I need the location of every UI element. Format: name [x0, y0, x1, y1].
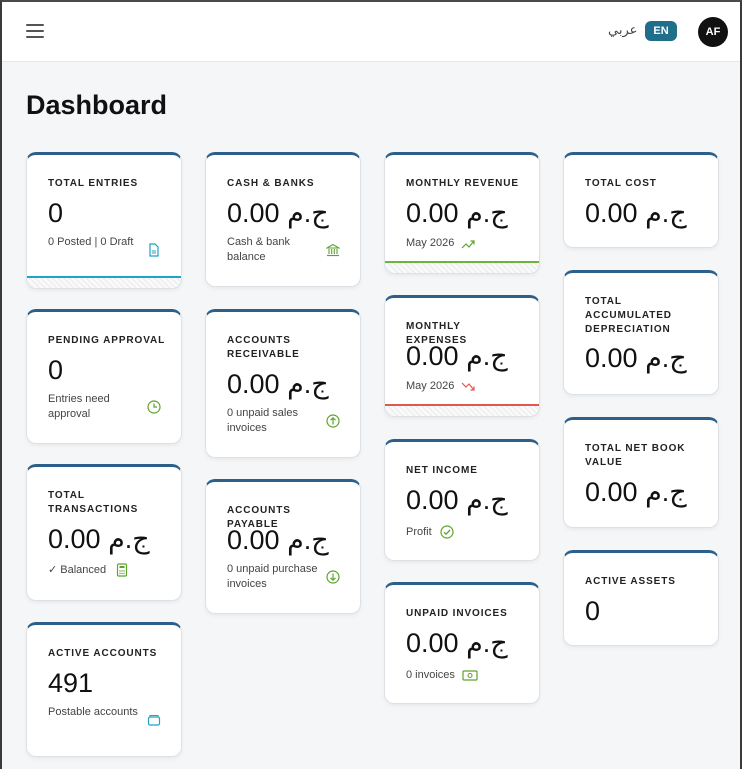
menu-icon[interactable]	[26, 24, 44, 38]
card-label: TOTAL COST	[585, 178, 657, 189]
card-value: 0	[585, 596, 601, 626]
card-label: MONTHLY REVENUE	[406, 178, 519, 189]
card-label: TOTAL ACCUMULATED DEPRECIATION	[585, 296, 672, 335]
cash-icon	[462, 670, 478, 681]
unpaid-invoices-card[interactable]: UNPAID INVOICES 0.00 ج.م 0 invoices	[384, 582, 540, 704]
card-value: 0	[48, 355, 64, 385]
card-label: TOTAL NET BOOK VALUE	[585, 443, 686, 468]
folder-icon	[147, 715, 161, 726]
total-transactions-card[interactable]: TOTAL TRANSACTIONS 0.00 ج.م ✓ Balanced	[26, 464, 182, 601]
top-bar: عربي EN AF	[2, 2, 740, 62]
card-label: PENDING APPROVAL	[48, 335, 166, 346]
card-value: 0.00 ج.م	[585, 198, 687, 228]
language-arabic-link[interactable]: عربي	[608, 22, 638, 37]
accounts-payable-card[interactable]: ACCOUNTS PAYABLE 0.00 ج.م 0 unpaid purch…	[205, 479, 361, 614]
card-label: TOTAL ENTRIES	[48, 178, 139, 189]
monthly-expenses-card[interactable]: MONTHLY EXPENSES 0.00 ج.م May 2026	[384, 295, 540, 417]
card-label: TOTAL TRANSACTIONS	[48, 490, 139, 515]
trend-up-icon	[461, 240, 475, 249]
document-icon	[149, 243, 159, 257]
card-subtext: 0 unpaid purchase invoices	[227, 563, 318, 590]
card-subtext: 0 invoices	[406, 669, 455, 681]
card-value: 0	[48, 198, 64, 228]
card-subtext: ✓ Balanced	[48, 564, 107, 576]
arrow-down-circle-icon	[326, 570, 340, 584]
card-subtext: 0 unpaid sales invoices	[227, 407, 298, 434]
clock-icon	[147, 400, 161, 414]
card-value: 0.00 ج.م	[585, 477, 687, 507]
calculator-icon	[116, 563, 128, 577]
card-label: ACCOUNTS RECEIVABLE	[227, 335, 300, 360]
bank-icon	[326, 243, 340, 257]
monthly-revenue-card[interactable]: MONTHLY REVENUE 0.00 ج.م May 2026	[384, 152, 540, 274]
card-subtext: May 2026	[406, 237, 455, 249]
card-subtext: Profit	[406, 526, 432, 538]
card-value: 0.00 ج.م	[406, 628, 508, 658]
net-income-card[interactable]: NET INCOME 0.00 ج.م Profit	[384, 439, 540, 561]
card-label: UNPAID INVOICES	[406, 608, 508, 619]
arrow-up-circle-icon	[326, 414, 340, 428]
total-net-book-value-card[interactable]: TOTAL NET BOOK VALUE 0.00 ج.م	[563, 417, 719, 528]
card-label: ACTIVE ACCOUNTS	[48, 648, 158, 659]
pending-approval-card[interactable]: PENDING APPROVAL 0 Entries need approval	[26, 309, 182, 444]
card-value: 0.00 ج.م	[406, 198, 508, 228]
card-label: ACCOUNTS PAYABLE	[227, 505, 291, 530]
card-value: 0.00 ج.م	[406, 341, 508, 371]
card-subtext: 0 Posted | 0 Draft	[48, 236, 134, 248]
card-accent-line	[385, 261, 539, 273]
cash-banks-card[interactable]: CASH & BANKS 0.00 ج.م Cash & bank balanc…	[205, 152, 361, 287]
page-title: Dashboard	[26, 90, 168, 120]
card-label: NET INCOME	[406, 465, 478, 476]
card-value: 0.00 ج.م	[227, 525, 329, 555]
total-cost-card[interactable]: TOTAL COST 0.00 ج.م	[563, 152, 719, 248]
total-entries-card[interactable]: TOTAL ENTRIES 0 0 Posted | 0 Draft	[26, 152, 182, 289]
avatar[interactable]: AF	[698, 17, 728, 47]
card-subtext: May 2026	[406, 380, 455, 392]
card-value: 0.00 ج.م	[48, 524, 150, 554]
check-circle-icon	[440, 525, 454, 539]
card-label: ACTIVE ASSETS	[585, 576, 676, 587]
card-value: 0.00 ج.م	[585, 343, 687, 373]
card-label: MONTHLY EXPENSES	[406, 321, 468, 346]
card-value: 491	[48, 668, 94, 698]
card-value: 0.00 ج.م	[227, 198, 329, 228]
language-english-button[interactable]: EN	[645, 21, 677, 41]
card-value: 0.00 ج.م	[227, 369, 329, 399]
active-accounts-card[interactable]: ACTIVE ACCOUNTS 491 Postable accounts	[26, 622, 182, 757]
accounts-receivable-card[interactable]: ACCOUNTS RECEIVABLE 0.00 ج.م 0 unpaid sa…	[205, 309, 361, 458]
card-value: 0.00 ج.م	[406, 485, 508, 515]
active-assets-card[interactable]: ACTIVE ASSETS 0	[563, 550, 719, 646]
card-subtext: Entries need approval	[48, 393, 110, 420]
card-accent-line	[27, 276, 181, 288]
card-subtext: Cash & bank balance	[227, 236, 290, 263]
trend-down-icon	[461, 382, 475, 391]
card-accent-line	[385, 404, 539, 416]
card-label: CASH & BANKS	[227, 178, 315, 189]
total-accumulated-depreciation-card[interactable]: TOTAL ACCUMULATED DEPRECIATION 0.00 ج.م	[563, 270, 719, 395]
card-subtext: Postable accounts	[48, 706, 138, 718]
